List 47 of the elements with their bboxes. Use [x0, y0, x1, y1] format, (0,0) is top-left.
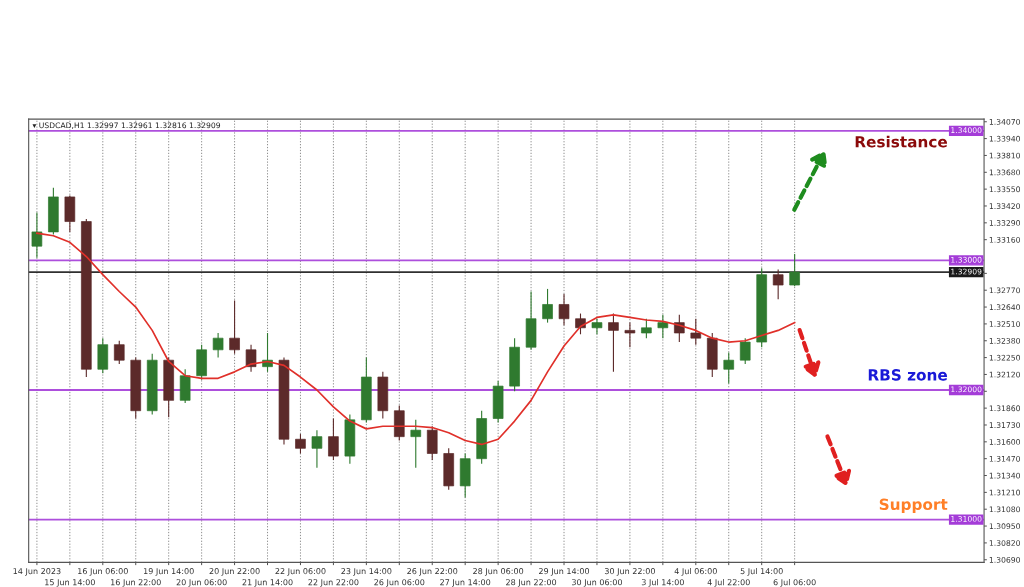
candlestick [31, 211, 43, 259]
x-tick-label: 21 Jun 14:00 [242, 579, 293, 587]
x-tick-label: 26 Jun 22:00 [407, 568, 458, 576]
x-tick-label: 19 Jun 14:00 [143, 568, 194, 576]
candlestick [245, 344, 257, 373]
candlestick [295, 433, 306, 455]
x-tick-label: 30 Jun 06:00 [571, 579, 623, 587]
candlestick [311, 429, 323, 469]
x-tick-label: 27 Jun 14:00 [440, 579, 491, 587]
candlestick [229, 300, 240, 355]
candlestick [723, 351, 735, 385]
x-tick-label: 4 Jul 22:00 [707, 579, 750, 587]
candlestick [426, 425, 438, 461]
text: Support [879, 498, 948, 514]
x-tick-label: 23 Jun 14:00 [341, 568, 392, 576]
x-tick-label: 3 Jul 14:00 [641, 579, 684, 587]
candlestick [410, 419, 422, 469]
x-tick-label: 14 Jun 2023 [13, 568, 61, 576]
x-tick-label: 6 Jul 06:00 [773, 579, 816, 587]
candlestick [212, 332, 224, 359]
x-tick-label: 28 Jun 22:00 [506, 579, 557, 587]
x-tick-label: 28 Jun 06:00 [473, 568, 524, 576]
candlestick [657, 314, 669, 339]
x-tick-label: 29 Jun 14:00 [539, 568, 590, 576]
candlestick [328, 417, 339, 461]
text: RBS zone [868, 369, 948, 381]
candlestick [789, 253, 800, 287]
candlestick [624, 322, 636, 348]
candlestick [739, 337, 751, 365]
candlestick [113, 340, 125, 365]
x-tick-label: 22 Jun 06:00 [275, 568, 326, 576]
x-tick-label: 4 Jul 06:00 [674, 567, 717, 576]
candlestick [772, 268, 784, 300]
x-tick-label: 20 Jun 22:00 [209, 568, 260, 576]
candlestick [591, 318, 603, 335]
candlestick [690, 318, 702, 346]
x-tick-label: 16 Jun 22:00 [111, 579, 161, 587]
text: Resistance [855, 135, 948, 148]
candlestick [542, 288, 553, 324]
x-tick-label: 30 Jun 22:00 [604, 568, 655, 576]
x-tick-label: 15 Jun 14:00 [45, 579, 95, 587]
x-tick-label: 5 Jul 14:00 [740, 567, 783, 576]
x-tick-label: 22 Jun 22:00 [308, 579, 359, 587]
x-tick-label: 16 Jun 06:00 [78, 568, 128, 576]
x-tick-label: 26 Jun 06:00 [374, 579, 425, 587]
x-tick-label: 20 Jun 06:00 [176, 579, 227, 587]
candlestick [558, 293, 570, 326]
